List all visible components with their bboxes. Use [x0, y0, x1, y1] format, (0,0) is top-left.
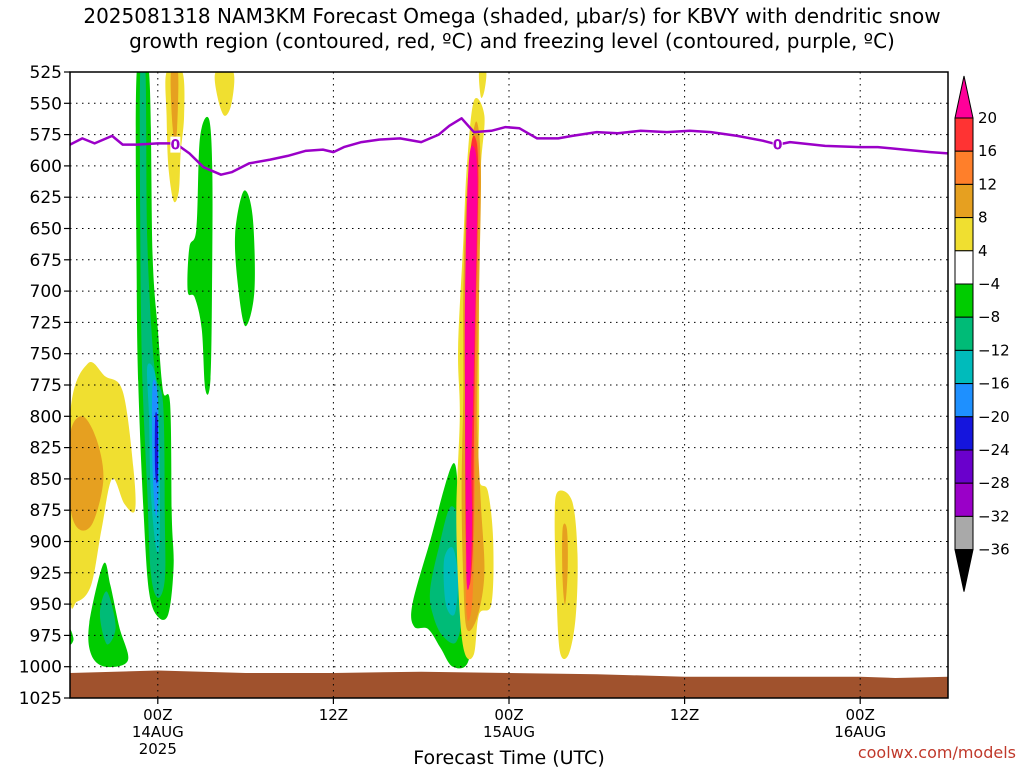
colorbar-box [954, 283, 974, 318]
title-line-2: growth region (contoured, red, ºC) and f… [129, 29, 895, 53]
colorbar-box [954, 250, 974, 285]
y-axis: 525 550 575 600 625 650 675 700 725 750 775 800 825 8… [19, 63, 70, 709]
y-tick-label: 625 [30, 188, 62, 208]
omega-region-4 [99, 591, 116, 645]
colorbar-box [954, 482, 974, 517]
x-tick-label: 2025 [139, 740, 177, 758]
y-tick-label: 800 [30, 407, 62, 427]
freezing-level-label: 0 [773, 138, 783, 154]
x-tick-label: 15AUG [483, 723, 535, 741]
freezing-level-label-bg [170, 136, 181, 153]
colorbar-label: −28 [978, 474, 1010, 492]
y-tick-label: 750 [30, 345, 62, 365]
colorbar-box [954, 150, 974, 185]
x-tick-label: 14AUG [132, 723, 184, 741]
omega-region-9 [154, 411, 159, 484]
x-tick-label: 00Z [846, 706, 875, 724]
omega-region-11 [170, 72, 179, 142]
omega-region-12 [214, 72, 235, 116]
colorbar-box [954, 183, 974, 219]
omega-region-1 [70, 416, 104, 531]
y-tick-label: 950 [30, 595, 62, 615]
colorbar-label: −36 [978, 541, 1010, 559]
omega-region-18 [443, 546, 459, 616]
omega-region-25 [562, 523, 568, 605]
colorbar-label: −24 [978, 441, 1010, 459]
y-tick-label: 600 [30, 157, 62, 177]
x-tick-label: 16AUG [834, 723, 886, 741]
colorbar-box [954, 449, 974, 484]
y-tick-label: 700 [30, 282, 62, 302]
colorbar-box [954, 217, 974, 252]
colorbar-box [954, 383, 974, 418]
colorbar-label: 4 [978, 242, 988, 260]
freezing-level-label: 0 [170, 138, 180, 154]
x-tick-label: 12Z [670, 706, 699, 724]
y-tick-label: 850 [30, 470, 62, 490]
colorbar-label: −8 [978, 308, 1000, 326]
colorbar-label: 16 [978, 142, 997, 160]
y-tick-label: 875 [30, 501, 62, 521]
colorbar-bottom-arrow [954, 549, 974, 592]
colorbar: 20 16 12 8 4 −4 −8 −12 −16 −20 −24 −28 −32 −36 [954, 75, 1010, 592]
x-tick-label: 00Z [494, 706, 523, 724]
y-tick-label: 650 [30, 220, 62, 240]
colorbar-label: −12 [978, 341, 1010, 359]
y-tick-label: 525 [30, 63, 62, 83]
colorbar-box [954, 316, 974, 351]
colorbar-label: 12 [978, 175, 997, 193]
omega-region-2 [70, 629, 74, 645]
y-tick-label: 575 [30, 126, 62, 146]
title-line-1: 2025081318 NAM3KM Forecast Omega (shaded… [83, 4, 941, 28]
colorbar-label: −16 [978, 375, 1010, 393]
grid-lines [70, 72, 948, 698]
y-tick-label: 925 [30, 564, 62, 584]
y-tick-label: 975 [30, 626, 62, 646]
colorbar-box [954, 416, 974, 451]
chart-title: 2025081318 NAM3KM Forecast Omega (shaded… [0, 4, 1024, 54]
y-tick-label: 550 [30, 94, 62, 114]
y-tick-label: 900 [30, 533, 62, 553]
colorbar-box [954, 515, 974, 551]
colorbar-label: 8 [978, 209, 988, 227]
colorbar-top-arrow [954, 75, 974, 119]
x-tick-label: 00Z [143, 706, 172, 724]
y-tick-label: 825 [30, 439, 62, 459]
x-tick-label: 12Z [319, 706, 348, 724]
colorbar-label: −4 [978, 275, 1000, 293]
freezing-level-line [70, 117, 948, 176]
freezing-level-label-bg [772, 136, 783, 153]
y-tick-label: 775 [30, 376, 62, 396]
omega-region-23 [464, 145, 478, 591]
omega-region-14 [234, 190, 255, 327]
omega-region-15 [478, 72, 487, 98]
y-tick-label: 675 [30, 251, 62, 271]
y-tick-label: 1025 [19, 689, 62, 709]
colorbar-box [954, 349, 974, 385]
omega-region-13 [187, 116, 213, 395]
colorbar-label: −20 [978, 408, 1010, 426]
colorbar-label: 20 [978, 109, 997, 127]
colorbar-box [954, 117, 974, 152]
x-axis-label: Forecast Time (UTC) [413, 747, 604, 768]
y-tick-label: 725 [30, 313, 62, 333]
credit-text: coolwx.com/models [857, 743, 1016, 762]
colorbar-label: −32 [978, 507, 1010, 525]
y-tick-label: 1000 [19, 658, 62, 678]
